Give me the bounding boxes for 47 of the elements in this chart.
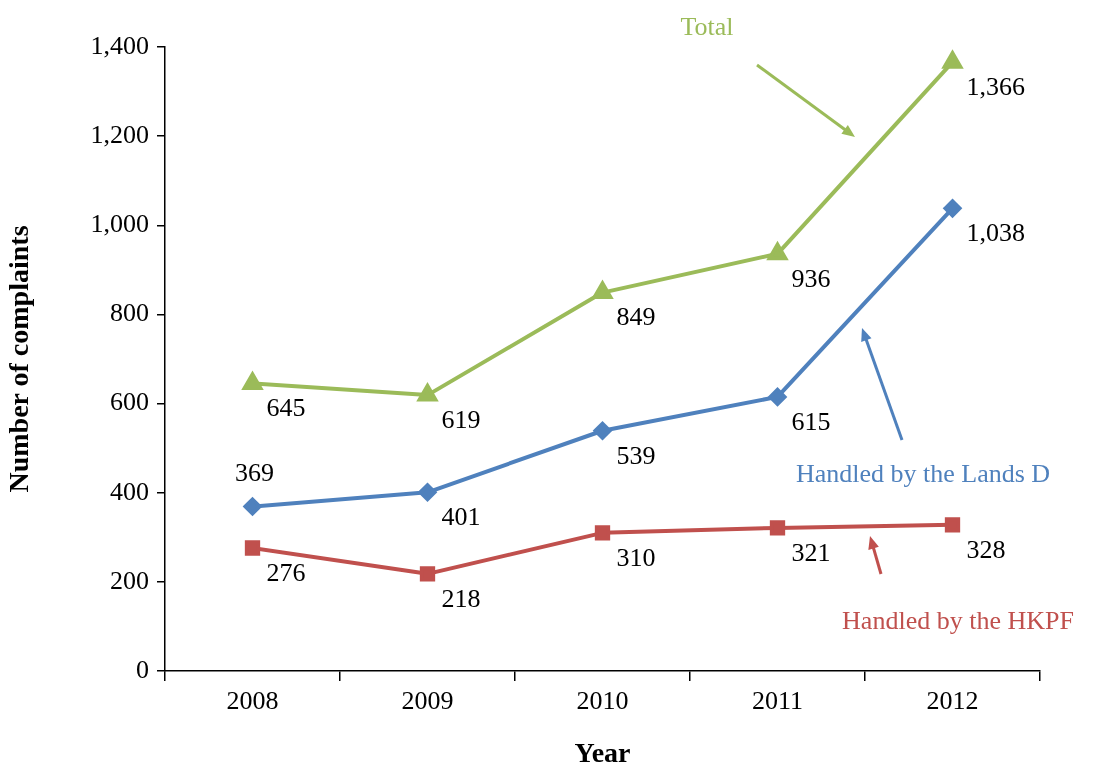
- point: [594, 525, 611, 541]
- y-axis-title: Number of complaints: [3, 225, 35, 493]
- data-label: 615: [791, 406, 831, 436]
- data-label: 936: [791, 263, 831, 293]
- data-label: 328: [966, 534, 1006, 564]
- y-tick-label: 1,000: [90, 209, 149, 239]
- y-tick-label: 400: [110, 476, 149, 506]
- data-label: 1,038: [966, 218, 1025, 248]
- point: [593, 421, 612, 440]
- data-label: 276: [266, 557, 306, 587]
- data-label: 310: [616, 542, 656, 572]
- data-label: 401: [441, 502, 481, 532]
- data-label: 619: [441, 404, 481, 434]
- data-label: 645: [266, 393, 306, 423]
- data-label: 849: [616, 302, 656, 332]
- y-tick-label: 800: [110, 298, 149, 328]
- point: [244, 540, 261, 556]
- data-label: 539: [616, 440, 656, 470]
- x-tick-label: 2008: [226, 686, 279, 716]
- point: [766, 240, 789, 261]
- point: [419, 566, 436, 582]
- y-tick-label: 200: [110, 565, 149, 595]
- point: [241, 370, 264, 391]
- point: [592, 279, 614, 300]
- data-label: 1,366: [966, 71, 1025, 101]
- x-tick-label: 2011: [751, 686, 804, 716]
- point: [417, 384, 438, 402]
- text: Handled by the HKPF: [842, 605, 1074, 635]
- x-tick-label: 2012: [926, 686, 979, 716]
- y-tick-label: 0: [136, 654, 149, 684]
- text: Handled by the Lands D: [795, 458, 1051, 488]
- point: [942, 51, 963, 69]
- data-label: 369: [235, 458, 274, 488]
- point: [768, 387, 787, 406]
- point: [418, 483, 437, 502]
- y-tick-label: 1,400: [90, 30, 149, 60]
- point: [243, 497, 262, 516]
- x-tick-label: 2010: [576, 686, 629, 716]
- text: Total: [680, 11, 734, 41]
- x-tick-label: 2009: [401, 686, 454, 716]
- data-label: 321: [791, 537, 831, 567]
- point: [769, 520, 786, 536]
- point: [944, 517, 961, 533]
- x-axis-title: Year: [574, 737, 631, 769]
- y-tick-label: 600: [110, 387, 149, 417]
- y-tick-label: 1,200: [90, 119, 149, 149]
- data-label: 218: [441, 583, 481, 613]
